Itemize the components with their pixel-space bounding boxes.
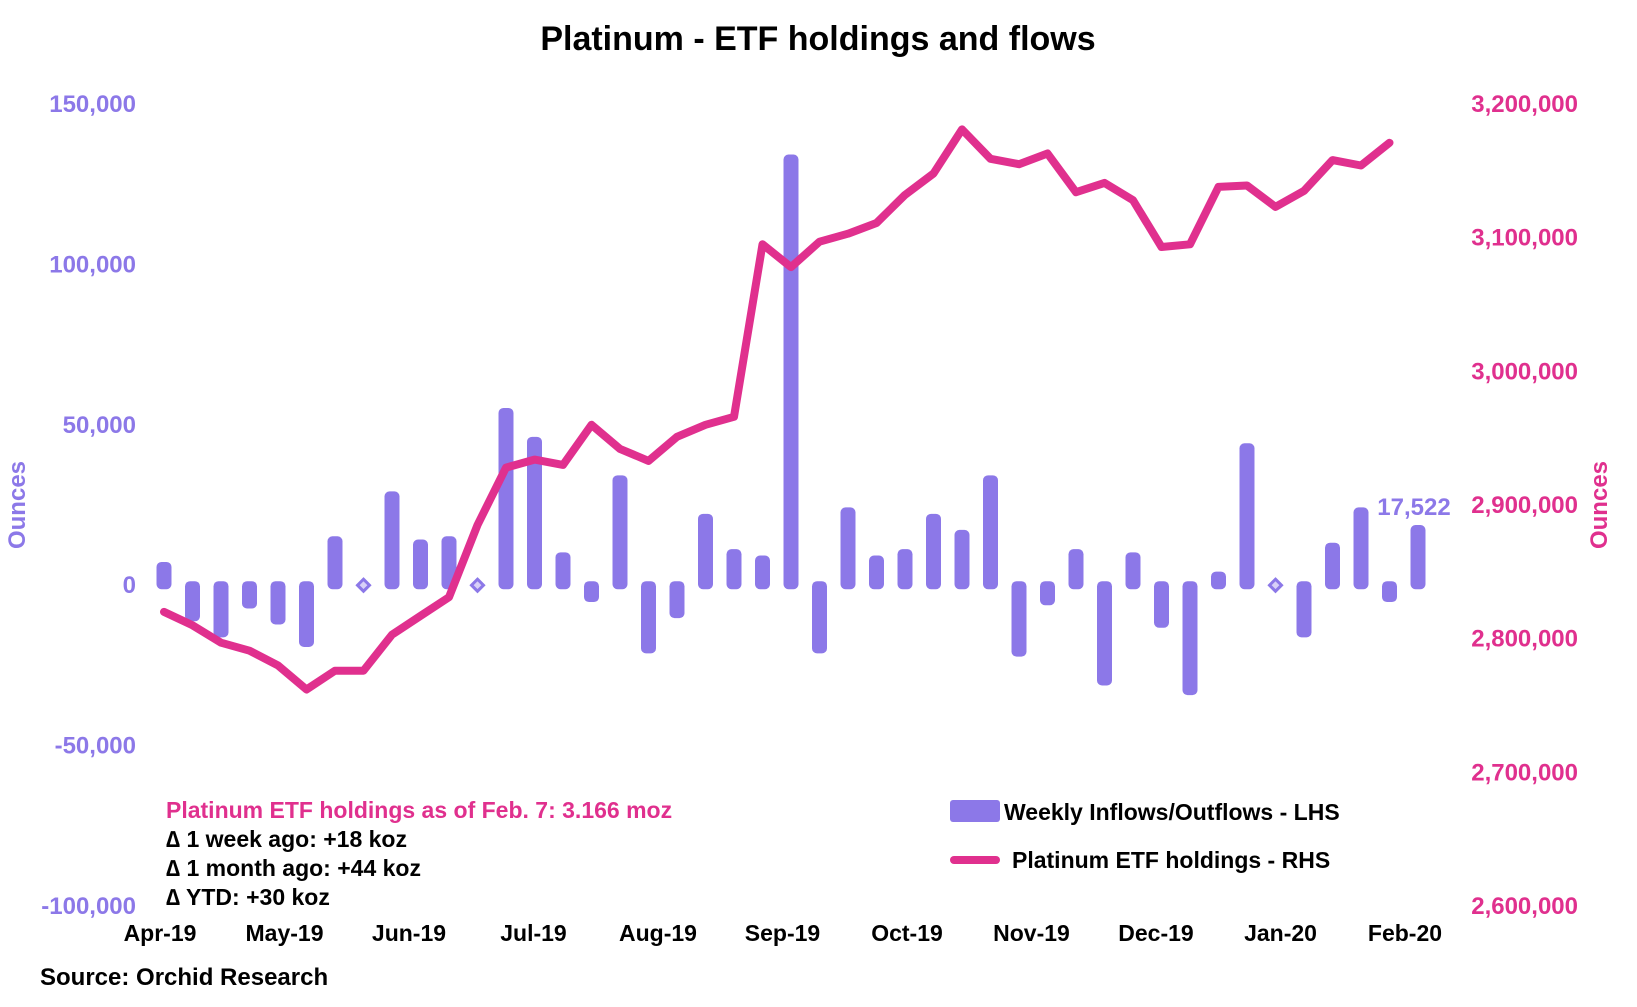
bar: [698, 513, 713, 590]
right-axis-ticks: 3,200,000 3,100,000 3,000,000 2,900,000 2,80…: [1471, 91, 1578, 920]
bar: [1097, 581, 1112, 686]
bar: [1211, 571, 1226, 590]
legend-label-holdings: Platinum ETF holdings - RHS: [1012, 847, 1330, 873]
x-tick-label: Nov-19: [993, 920, 1070, 946]
x-tick-label: Aug-19: [619, 920, 697, 946]
holdings-notes: Platinum ETF holdings as of Feb. 7: 3.16…: [166, 797, 672, 910]
bar: [299, 581, 314, 647]
bar: [1410, 524, 1426, 590]
bar: [156, 561, 172, 590]
bar: [584, 581, 599, 603]
right-axis-label: Ounces: [1586, 461, 1613, 549]
bar: [498, 407, 514, 590]
right-tick-label: 3,100,000: [1471, 225, 1578, 252]
left-axis-label: Ounces: [4, 461, 31, 549]
left-tick-label: -100,000: [41, 893, 136, 920]
bar: [641, 581, 656, 654]
bar: [669, 581, 685, 619]
bar: [840, 507, 856, 590]
bar-zero-marker: [1267, 577, 1284, 594]
x-tick-label: Feb-20: [1368, 920, 1442, 946]
bar: [1239, 443, 1255, 590]
x-tick-label: Dec-19: [1118, 920, 1193, 946]
x-axis-ticks: Apr-19 May-19 Jun-19 Jul-19 Aug-19 Sep-19 Oct-…: [124, 920, 1443, 946]
x-tick-label: Jul-19: [500, 920, 566, 946]
left-axis-ticks: 150,000 100,000 50,000 0 -50,000 -100,000: [41, 91, 136, 920]
bar: [1353, 507, 1369, 590]
x-tick-label: Jun-19: [372, 920, 446, 946]
source-note: Source: Orchid Research: [40, 964, 328, 991]
holdings-line: [160, 125, 1394, 694]
bar: [1182, 581, 1198, 696]
bar: [1154, 581, 1169, 628]
bar: [555, 552, 571, 590]
bar-series: [156, 154, 1426, 696]
notes-week-change: ∆ 1 week ago: +18 koz: [166, 826, 407, 852]
bar: [926, 513, 941, 590]
notes-month-change: ∆ 1 month ago: +44 koz: [166, 855, 421, 881]
bar: [1011, 581, 1027, 657]
bar: [213, 581, 229, 638]
x-tick-label: Apr-19: [124, 920, 197, 946]
bar: [983, 475, 998, 590]
bar-zero-marker: [355, 577, 372, 594]
left-tick-label: 50,000: [63, 412, 136, 439]
right-tick-label: 2,600,000: [1471, 893, 1578, 920]
chart-title: Platinum - ETF holdings and flows: [540, 20, 1095, 58]
last-bar-data-label: 17,522: [1377, 494, 1450, 521]
legend-label-inflows: Weekly Inflows/Outflows - LHS: [1004, 799, 1340, 825]
bar: [1325, 542, 1340, 590]
bar: [1040, 581, 1055, 606]
bar: [1382, 581, 1397, 603]
bar: [441, 536, 457, 590]
right-tick-label: 2,900,000: [1471, 492, 1578, 519]
right-tick-label: 3,200,000: [1471, 91, 1578, 118]
bar: [327, 536, 343, 590]
left-tick-label: 150,000: [49, 91, 136, 118]
left-tick-label: 100,000: [49, 251, 136, 278]
bar: [954, 529, 970, 590]
right-tick-label: 2,700,000: [1471, 759, 1578, 786]
left-tick-label: -50,000: [55, 733, 136, 760]
notes-ytd-change: ∆ YTD: +30 koz: [166, 884, 330, 910]
bar: [897, 549, 913, 590]
bar: [812, 581, 827, 654]
bar: [413, 539, 428, 590]
right-tick-label: 2,800,000: [1471, 626, 1578, 653]
bar: [270, 581, 286, 625]
bar: [1296, 581, 1312, 638]
bar: [755, 555, 770, 590]
bar: [612, 475, 628, 590]
bar: [527, 436, 542, 590]
bar: [384, 491, 400, 590]
bar: [783, 154, 799, 590]
bar: [185, 581, 200, 622]
zero-markers: [355, 577, 1284, 594]
legend-swatch-inflows: [950, 800, 1000, 822]
bar: [242, 581, 257, 609]
notes-headline: Platinum ETF holdings as of Feb. 7: 3.16…: [166, 797, 672, 823]
x-tick-label: Oct-19: [871, 920, 943, 946]
bar: [1125, 552, 1141, 590]
right-tick-label: 3,000,000: [1471, 358, 1578, 385]
left-tick-label: 0: [123, 572, 136, 599]
legend: Weekly Inflows/Outflows - LHS Platinum E…: [950, 799, 1340, 873]
x-tick-label: Sep-19: [745, 920, 820, 946]
bar: [726, 549, 742, 590]
x-tick-label: May-19: [246, 920, 324, 946]
bar-zero-marker: [469, 577, 486, 594]
bar: [869, 555, 884, 590]
bar: [1068, 549, 1084, 590]
x-tick-label: Jan-20: [1244, 920, 1317, 946]
